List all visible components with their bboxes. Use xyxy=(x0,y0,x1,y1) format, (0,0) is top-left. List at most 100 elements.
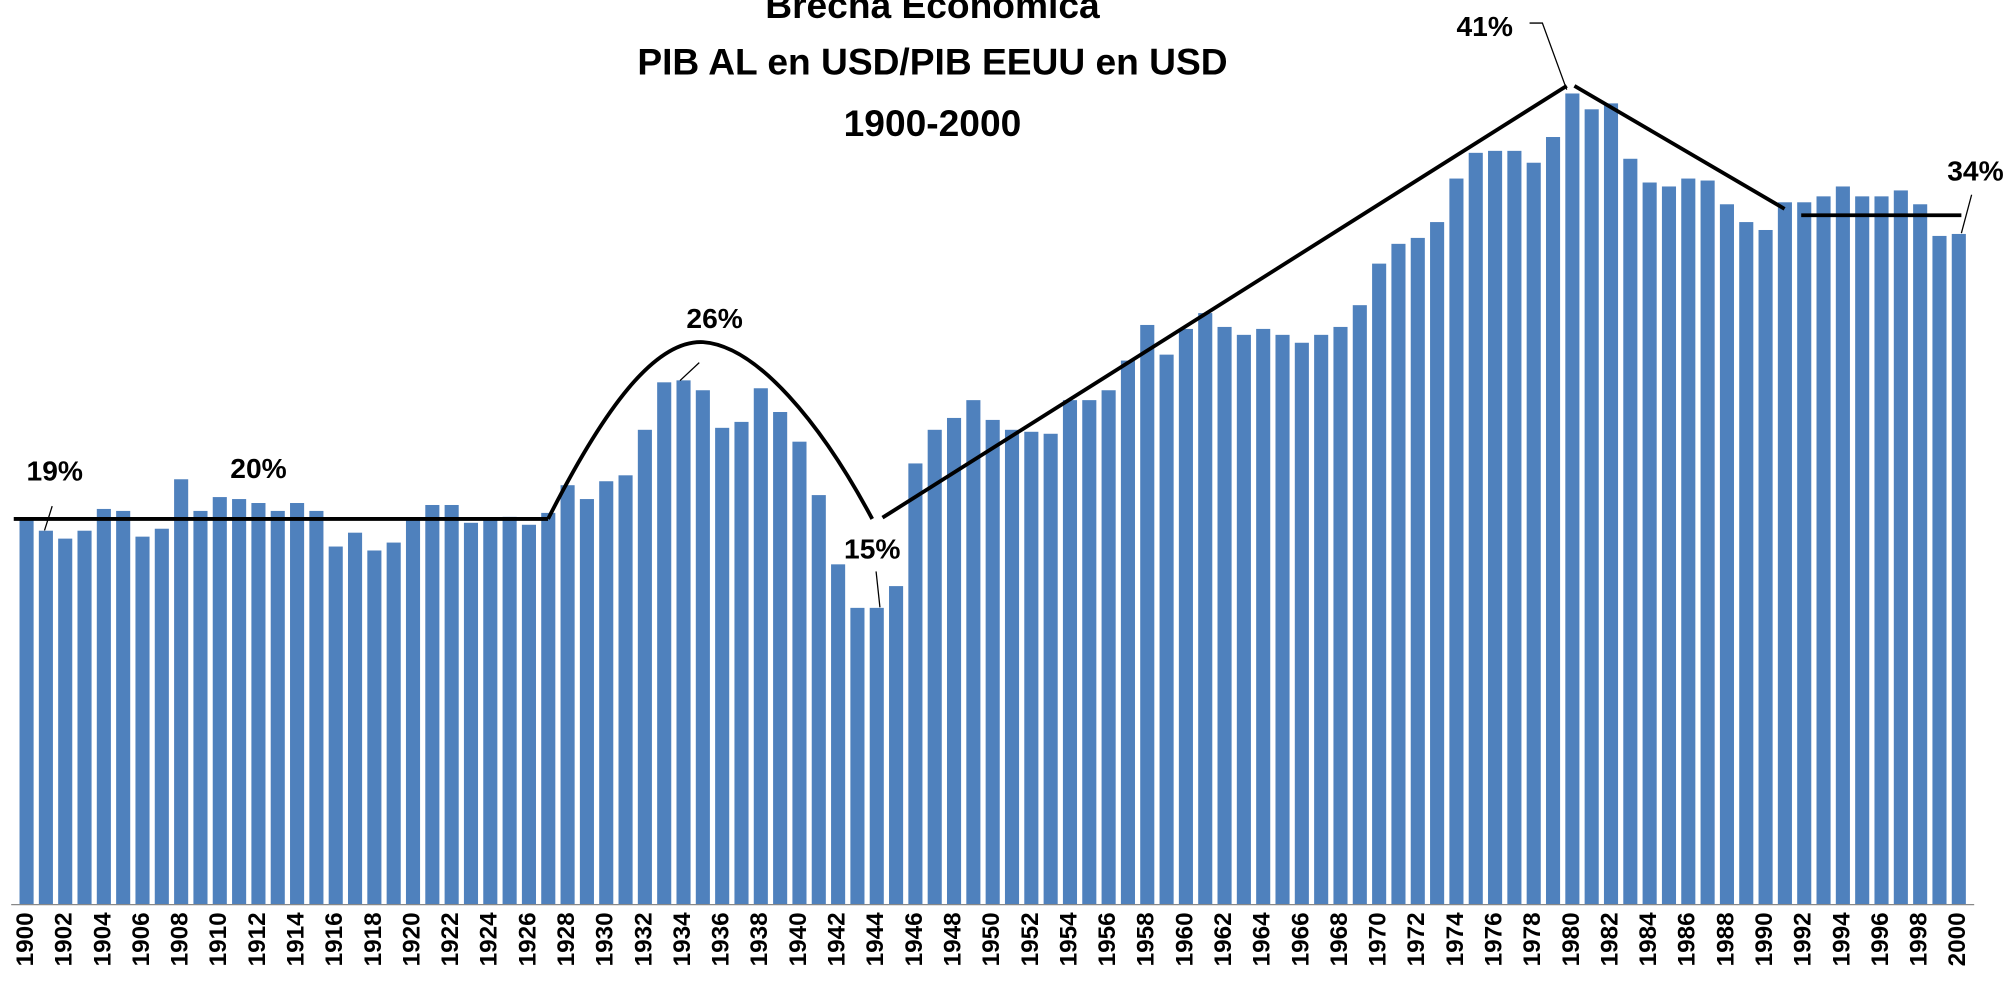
x-tick-label: 1980 xyxy=(1558,912,1585,966)
bar xyxy=(96,508,111,905)
bar xyxy=(927,429,942,905)
x-tick-label: 1960 xyxy=(1171,912,1198,966)
x-tick-label: 1998 xyxy=(1906,912,1933,966)
x-tick-label: 1928 xyxy=(553,912,580,966)
x-tick-label: 1932 xyxy=(630,912,657,966)
x-tick-label: 1916 xyxy=(321,912,348,966)
x-tick-label: 1994 xyxy=(1828,912,1855,967)
x-tick-label: 1986 xyxy=(1674,912,1701,966)
leader-line xyxy=(1529,22,1568,90)
x-tick-label: 1972 xyxy=(1403,912,1430,966)
bar xyxy=(560,485,575,905)
bar xyxy=(541,512,556,905)
x-tick-label: 1904 xyxy=(89,912,116,967)
bar xyxy=(773,412,788,905)
x-tick-label: 1922 xyxy=(437,912,464,966)
x-tick-label: 1948 xyxy=(939,912,966,966)
bar xyxy=(1024,431,1039,905)
bar xyxy=(154,528,169,905)
chart-title: Brecha Económica xyxy=(765,0,1100,26)
bar xyxy=(1082,400,1097,905)
bar xyxy=(715,427,730,905)
bar xyxy=(1275,334,1290,905)
x-tick-label: 1978 xyxy=(1519,912,1546,966)
bar xyxy=(212,497,227,905)
x-tick-label: 1976 xyxy=(1480,912,1507,966)
x-tick-label: 1968 xyxy=(1326,912,1353,966)
bar xyxy=(1468,152,1483,905)
bar xyxy=(116,510,131,905)
annotation: 41% xyxy=(1457,10,1513,42)
bar xyxy=(1642,182,1657,905)
bar xyxy=(1816,196,1831,905)
x-tick-label: 1956 xyxy=(1094,912,1121,966)
bar xyxy=(1777,202,1792,905)
bar xyxy=(1256,328,1271,905)
x-tick-label: 1982 xyxy=(1596,912,1623,966)
bar xyxy=(1700,180,1715,905)
bar xyxy=(1372,263,1387,905)
bar xyxy=(985,419,1000,905)
x-tick-label: 1920 xyxy=(398,912,425,966)
bar xyxy=(946,417,962,905)
annotation: 20% xyxy=(230,452,286,484)
bar xyxy=(811,495,826,905)
bar xyxy=(1217,326,1232,905)
leader-line xyxy=(875,571,881,608)
bar xyxy=(1797,202,1812,905)
x-tick-label: 1944 xyxy=(862,912,889,967)
x-tick-label: 1912 xyxy=(244,912,271,966)
bar xyxy=(1314,334,1329,905)
bar xyxy=(599,481,614,905)
bar xyxy=(695,390,710,905)
bar xyxy=(135,536,150,905)
annotation: 15% xyxy=(844,533,900,565)
x-tick-label: 1914 xyxy=(283,912,310,967)
bar xyxy=(1236,334,1251,905)
x-tick-label: 1992 xyxy=(1790,912,1817,966)
bar xyxy=(347,532,363,905)
bar xyxy=(58,538,73,905)
bar xyxy=(309,510,324,905)
x-tick-label: 1958 xyxy=(1133,912,1160,966)
bars xyxy=(19,93,1966,905)
bar xyxy=(1430,222,1445,905)
x-tick-label: 1910 xyxy=(205,912,232,966)
bar xyxy=(792,441,807,905)
x-tick-label: 1900 xyxy=(12,912,39,966)
bar xyxy=(889,586,904,905)
annotation: 26% xyxy=(686,302,742,334)
x-tick-label: 1902 xyxy=(51,912,78,966)
trend-line xyxy=(881,84,1568,520)
x-tick-label: 1924 xyxy=(476,912,503,967)
bar xyxy=(1545,137,1561,905)
trend-lines xyxy=(13,84,1962,521)
bar xyxy=(386,542,401,905)
bar xyxy=(1004,429,1020,905)
x-tick-label: 1990 xyxy=(1751,912,1778,966)
bar xyxy=(1623,158,1638,905)
bar xyxy=(174,479,189,905)
bar xyxy=(1507,150,1522,905)
x-tick-label: 1954 xyxy=(1055,912,1082,967)
bar xyxy=(1739,222,1754,905)
bar xyxy=(405,518,421,905)
bar xyxy=(1294,342,1309,905)
x-tick-label: 1930 xyxy=(592,912,619,966)
bar xyxy=(1526,162,1541,905)
chart-title: 1900-2000 xyxy=(844,102,1022,144)
trend-line xyxy=(546,340,874,520)
bar xyxy=(444,504,459,905)
x-tick-label: 1970 xyxy=(1365,912,1392,966)
bar xyxy=(1932,235,1947,905)
bar xyxy=(908,463,923,905)
trend-line xyxy=(1573,84,1786,211)
bar xyxy=(77,530,92,905)
x-tick-label: 1946 xyxy=(901,912,928,966)
bar xyxy=(193,510,208,905)
x-tick-label: 1950 xyxy=(978,912,1005,966)
x-tick-label: 1936 xyxy=(708,912,735,966)
annotation: 19% xyxy=(27,454,83,486)
bar xyxy=(1352,305,1367,905)
